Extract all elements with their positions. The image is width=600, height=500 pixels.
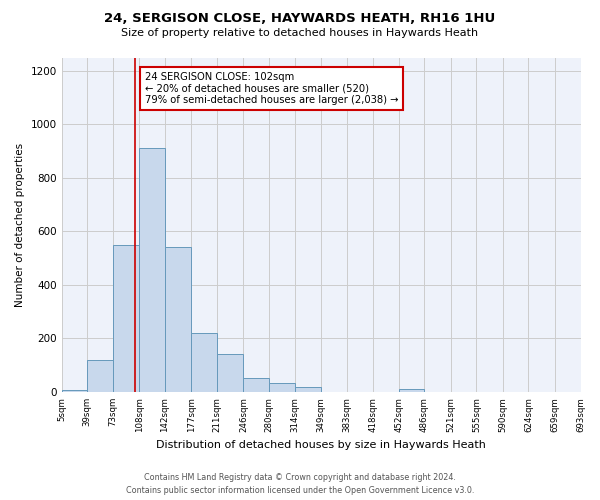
Y-axis label: Number of detached properties: Number of detached properties <box>15 142 25 307</box>
Bar <box>295 386 321 392</box>
Text: Size of property relative to detached houses in Haywards Heath: Size of property relative to detached ho… <box>121 28 479 38</box>
Bar <box>165 248 191 392</box>
Bar <box>113 245 139 392</box>
Bar <box>62 390 88 392</box>
Bar <box>139 148 165 392</box>
Bar <box>244 378 269 392</box>
Bar <box>191 333 217 392</box>
Text: Contains HM Land Registry data © Crown copyright and database right 2024.
Contai: Contains HM Land Registry data © Crown c… <box>126 474 474 495</box>
Bar <box>399 390 424 392</box>
Text: 24 SERGISON CLOSE: 102sqm
← 20% of detached houses are smaller (520)
79% of semi: 24 SERGISON CLOSE: 102sqm ← 20% of detac… <box>145 72 398 106</box>
Bar <box>269 383 295 392</box>
X-axis label: Distribution of detached houses by size in Haywards Heath: Distribution of detached houses by size … <box>156 440 486 450</box>
Bar <box>217 354 244 392</box>
Text: 24, SERGISON CLOSE, HAYWARDS HEATH, RH16 1HU: 24, SERGISON CLOSE, HAYWARDS HEATH, RH16… <box>104 12 496 26</box>
Bar <box>88 360 113 392</box>
